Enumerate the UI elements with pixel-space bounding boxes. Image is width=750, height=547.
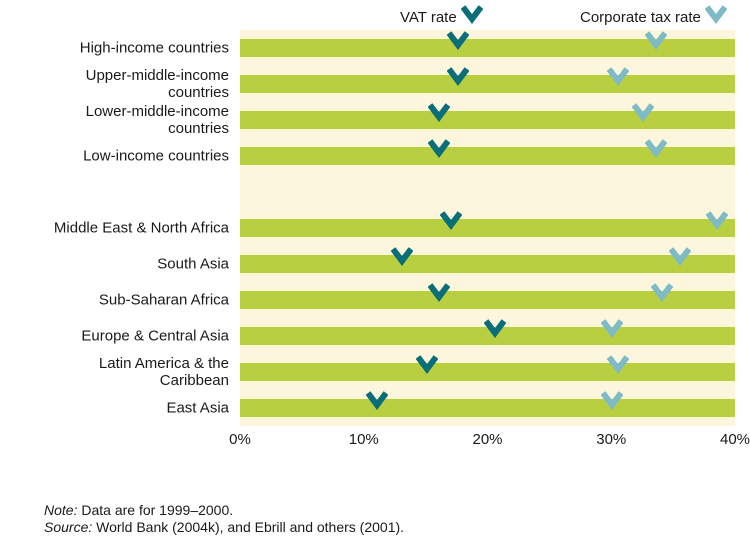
x-tick-label: 30% bbox=[596, 431, 626, 448]
chart-legend: VAT rate Corporate tax rate bbox=[0, 4, 750, 28]
row-track bbox=[240, 39, 735, 57]
row-track bbox=[240, 255, 735, 273]
corp-marker bbox=[607, 354, 627, 376]
corp-marker bbox=[645, 138, 665, 160]
row-track bbox=[240, 219, 735, 237]
chart-area: High-income countries Upper-middle-income… bbox=[40, 30, 735, 470]
x-tick-label: 10% bbox=[349, 431, 379, 448]
vat-marker bbox=[440, 210, 460, 232]
chart-row: Europe & Central Asia bbox=[40, 318, 735, 354]
vat-marker bbox=[428, 282, 448, 304]
chart-row: Sub-Saharan Africa bbox=[40, 282, 735, 318]
x-axis: 0%10%20%30%40% bbox=[240, 428, 735, 452]
row-label: High-income countries bbox=[40, 40, 235, 57]
vat-marker bbox=[428, 102, 448, 124]
chart-row: Upper-middle-income countries bbox=[40, 66, 735, 102]
row-label: South Asia bbox=[40, 256, 235, 273]
vat-marker bbox=[366, 390, 386, 412]
chart-row: Lower-middle-income countries bbox=[40, 102, 735, 138]
row-label: Latin America & the Caribbean bbox=[40, 355, 235, 389]
vat-marker bbox=[484, 318, 504, 340]
row-track bbox=[240, 363, 735, 381]
corp-marker bbox=[601, 390, 621, 412]
row-track bbox=[240, 147, 735, 165]
chart-row: Low-income countries bbox=[40, 138, 735, 174]
corp-marker bbox=[669, 246, 689, 268]
legend-item-corp: Corporate tax rate bbox=[580, 4, 727, 31]
corp-marker bbox=[607, 66, 627, 88]
source-text: World Bank (2004k), and Ebrill and other… bbox=[92, 519, 404, 535]
row-track bbox=[240, 291, 735, 309]
corp-marker bbox=[645, 30, 665, 52]
x-tick-label: 0% bbox=[229, 431, 251, 448]
row-label: Low-income countries bbox=[40, 148, 235, 165]
row-track bbox=[240, 327, 735, 345]
row-label: Middle East & North Africa bbox=[40, 220, 235, 237]
x-tick-label: 40% bbox=[720, 431, 750, 448]
row-label: Europe & Central Asia bbox=[40, 328, 235, 345]
x-tick-label: 20% bbox=[472, 431, 502, 448]
chevron-down-icon bbox=[705, 4, 727, 31]
corp-marker bbox=[706, 210, 726, 232]
row-track bbox=[240, 75, 735, 93]
legend-label-vat: VAT rate bbox=[400, 9, 457, 26]
note-prefix: Note: bbox=[44, 502, 77, 518]
vat-marker bbox=[447, 30, 467, 52]
legend-label-corp: Corporate tax rate bbox=[580, 9, 701, 26]
corp-marker bbox=[651, 282, 671, 304]
chart-row: East Asia bbox=[40, 390, 735, 426]
chart-footnotes: Note: Data are for 1999–2000. Source: Wo… bbox=[44, 501, 404, 535]
vat-marker bbox=[391, 246, 411, 268]
legend-item-vat: VAT rate bbox=[400, 4, 483, 31]
footnote-source: Source: World Bank (2004k), and Ebrill a… bbox=[44, 519, 404, 535]
corp-marker bbox=[632, 102, 652, 124]
row-track bbox=[240, 399, 735, 417]
chart-row: Latin America & the Caribbean bbox=[40, 354, 735, 390]
corp-marker bbox=[601, 318, 621, 340]
row-label: Upper-middle-income countries bbox=[40, 67, 235, 101]
row-track bbox=[240, 111, 735, 129]
chevron-down-icon bbox=[461, 4, 483, 31]
row-label: Sub-Saharan Africa bbox=[40, 292, 235, 309]
vat-marker bbox=[416, 354, 436, 376]
row-label: Lower-middle-income countries bbox=[40, 103, 235, 137]
note-text: Data are for 1999–2000. bbox=[77, 502, 233, 518]
chart-row: South Asia bbox=[40, 246, 735, 282]
chart-row: High-income countries bbox=[40, 30, 735, 66]
row-label: East Asia bbox=[40, 400, 235, 417]
source-prefix: Source: bbox=[44, 519, 92, 535]
vat-marker bbox=[428, 138, 448, 160]
footnote-note: Note: Data are for 1999–2000. bbox=[44, 502, 404, 518]
chart-row: Middle East & North Africa bbox=[40, 210, 735, 246]
vat-marker bbox=[447, 66, 467, 88]
